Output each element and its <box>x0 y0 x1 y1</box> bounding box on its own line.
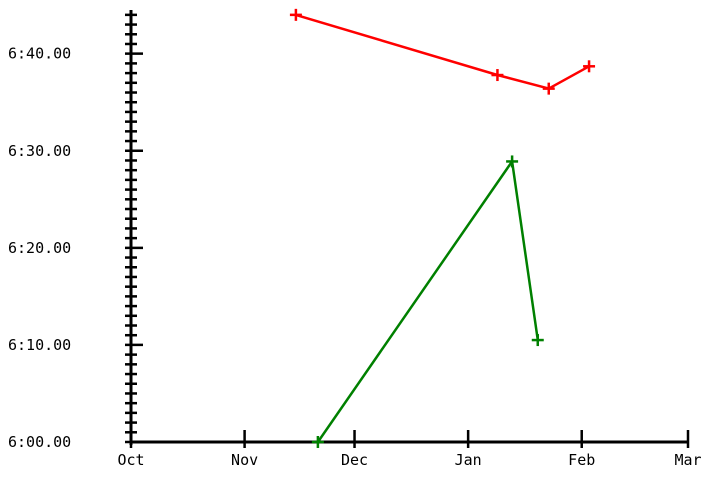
x-tick-label: Oct <box>117 451 144 469</box>
y-tick-label: 6:00.00 <box>8 433 71 451</box>
series-line-0 <box>295 13 590 90</box>
data-point <box>491 69 504 82</box>
x-tick-label: Mar <box>674 451 701 469</box>
x-tick-label: Nov <box>231 451 258 469</box>
y-tick-label: 6:20.00 <box>8 239 71 257</box>
y-tick-label: 6:30.00 <box>8 142 71 160</box>
series-line-1 <box>316 158 540 443</box>
series-layer <box>289 8 596 448</box>
data-point <box>583 60 596 73</box>
data-point <box>531 334 544 347</box>
axes: Oct Nov Dec Jan Feb Mar 6:00.00 6:10.00 6:20.00 6… <box>8 10 702 469</box>
y-tick-label: 6:40.00 <box>8 45 71 63</box>
data-point <box>506 155 519 168</box>
data-point <box>311 436 324 448</box>
x-tick-label: Dec <box>341 451 368 469</box>
x-tick-label: Feb <box>568 451 595 469</box>
x-tick-label: Jan <box>455 451 482 469</box>
data-point <box>289 8 302 21</box>
y-tick-label: 6:10.00 <box>8 336 71 354</box>
data-point <box>542 82 555 95</box>
